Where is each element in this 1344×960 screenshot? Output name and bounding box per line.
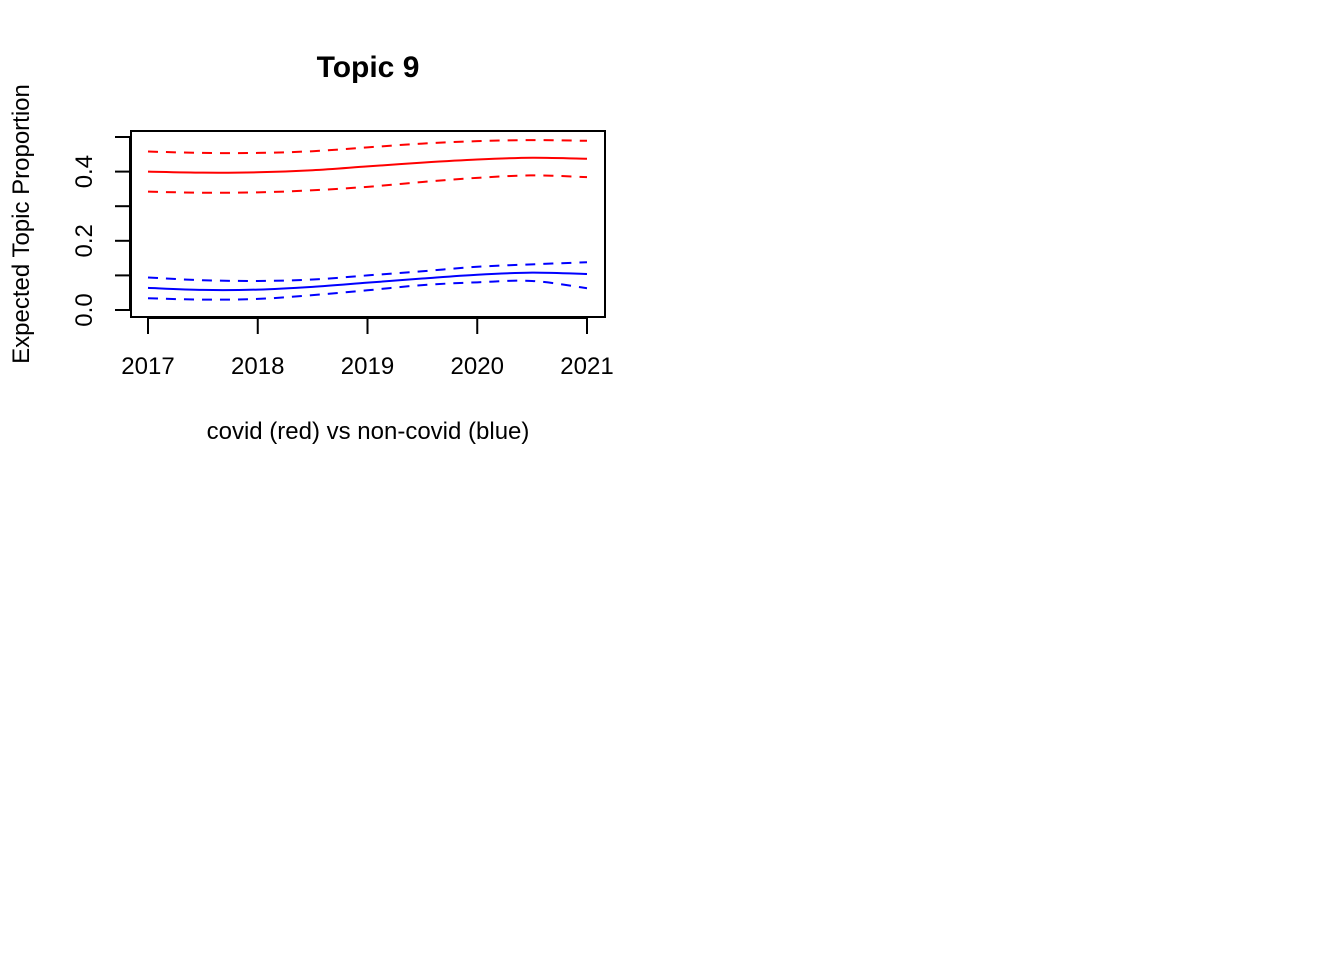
- series-covid-mean-line: [147, 156, 588, 174]
- x-tick-label: 2021: [560, 353, 613, 380]
- series-non-covid-lower-ci: [147, 279, 588, 301]
- series-non-covid-mean-line: [147, 271, 588, 292]
- y-tick-label: 0.4: [71, 155, 98, 188]
- series-covid-upper-ci: [147, 139, 588, 155]
- x-tick-label: 2019: [341, 353, 394, 380]
- series-non-covid: [147, 261, 588, 301]
- series-layer: [147, 139, 588, 301]
- series-covid: [147, 139, 588, 194]
- series-non-covid-upper-ci: [147, 261, 588, 282]
- y-tick-label: 0.2: [71, 224, 98, 257]
- chart-title: Topic 9: [317, 51, 420, 84]
- axes: 2017 2018 2019 2020 2021 0.0 0.2 0.4: [71, 136, 614, 380]
- y-tick-label: 0.0: [71, 293, 98, 326]
- x-tick-label: 2020: [451, 353, 504, 380]
- x-tick-label: 2018: [231, 353, 284, 380]
- x-axis-label: covid (red) vs non-covid (blue): [207, 418, 530, 445]
- y-axis-label: Expected Topic Proportion: [8, 84, 35, 364]
- series-covid-lower-ci: [147, 174, 588, 194]
- x-tick-label: 2017: [121, 353, 174, 380]
